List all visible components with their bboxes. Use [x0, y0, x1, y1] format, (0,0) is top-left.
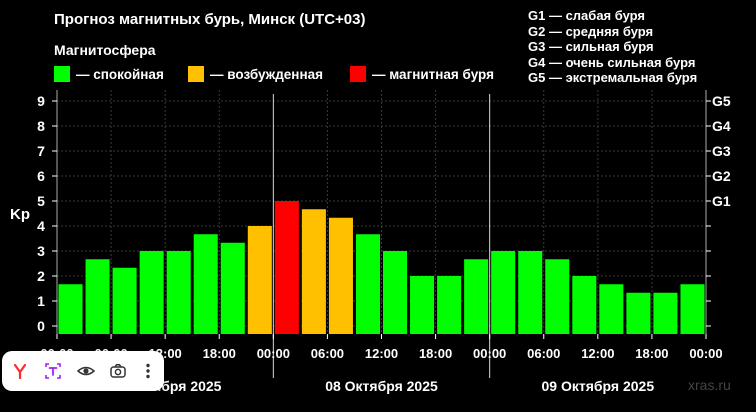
y-tick-label: 0: [37, 318, 45, 334]
bar-19: [572, 276, 597, 334]
bar-6: [220, 242, 245, 334]
bar-9: [301, 209, 326, 334]
bar-10: [328, 217, 353, 334]
x-tick-label: 18:00: [203, 346, 236, 361]
legend-item-active: — возбужденная: [188, 66, 323, 82]
more-vertical-icon[interactable]: [138, 361, 158, 381]
legend-heading: Магнитосфера: [54, 42, 156, 58]
bar-15: [464, 259, 489, 334]
legend-label-active: — возбужденная: [210, 66, 323, 82]
x-tick-label: 18:00: [635, 346, 668, 361]
storm-level-g3: G3 — сильная буря: [528, 39, 654, 55]
g-scale-label: G1: [712, 193, 731, 209]
x-tick-label: 00:00: [689, 346, 722, 361]
bar-0: [58, 284, 83, 334]
day-label: 08 Октября 2025: [325, 378, 438, 394]
bar-22: [653, 292, 678, 334]
bar-4: [166, 251, 191, 334]
x-tick-label: 06:00: [527, 346, 560, 361]
bar-21: [626, 292, 651, 334]
y-tick-label: 4: [37, 218, 45, 234]
bar-3: [139, 251, 164, 334]
y-tick-label: 9: [37, 93, 45, 109]
legend-swatch-active: [188, 66, 204, 82]
bar-5: [193, 234, 218, 334]
y-tick-label: 5: [37, 193, 45, 209]
y-tick-label: 1: [37, 293, 45, 309]
x-tick-label: 00:00: [257, 346, 290, 361]
bar-16: [491, 251, 516, 334]
g-scale-label: G4: [712, 118, 731, 134]
bar-23: [680, 284, 705, 334]
bar-7: [247, 226, 272, 334]
camera-lens-icon[interactable]: [108, 361, 128, 381]
legend-label-storm: — магнитная буря: [372, 66, 494, 82]
storm-level-legend: G1 — слабая буря G2 — средняя буря G3 — …: [528, 8, 697, 86]
x-tick-label: 00:00: [473, 346, 506, 361]
y-tick-label: 2: [37, 268, 45, 284]
eye-icon[interactable]: [76, 361, 96, 381]
bar-2: [112, 267, 137, 334]
x-tick-label: 12:00: [581, 346, 614, 361]
bar-14: [437, 276, 462, 334]
translate-icon[interactable]: [43, 361, 63, 381]
bar-18: [545, 259, 570, 334]
legend-label-quiet: — спокойная: [76, 66, 164, 82]
x-tick-label: 06:00: [311, 346, 344, 361]
bar-1: [85, 259, 110, 334]
day-label: 09 Октября 2025: [542, 378, 655, 394]
bar-11: [355, 234, 380, 334]
bar-13: [410, 276, 435, 334]
watermark: xras.ru: [688, 377, 731, 393]
y-tick-label: 3: [37, 243, 45, 259]
legend-item-storm: — магнитная буря: [350, 66, 494, 82]
g-scale-label: G3: [712, 143, 731, 159]
y-axis-title: Kp: [10, 206, 30, 223]
y-tick-label: 7: [37, 143, 45, 159]
storm-level-g5: G5 — экстремальная буря: [528, 70, 698, 86]
bar-12: [383, 251, 408, 334]
legend-swatch-quiet: [54, 66, 70, 82]
g-scale-label: G2: [712, 168, 731, 184]
legend-item-quiet: — спокойная: [54, 66, 164, 82]
y-tick-label: 6: [37, 168, 45, 184]
browser-floating-toolbar: [2, 351, 164, 391]
storm-level-g4: G4 — очень сильная буря: [528, 54, 696, 70]
legend-swatch-storm: [350, 66, 366, 82]
page-title: Прогноз магнитных бурь, Минск (UTC+03): [54, 11, 366, 28]
bar-17: [518, 251, 543, 334]
g-scale-label: G5: [712, 93, 731, 109]
bar-20: [599, 284, 624, 334]
storm-level-g2: G2 — средняя буря: [528, 23, 654, 39]
y-tick-label: 8: [37, 118, 45, 134]
storm-level-g1: G1 — слабая буря: [528, 8, 646, 23]
bar-8: [274, 201, 299, 334]
x-tick-label: 18:00: [419, 346, 452, 361]
x-tick-label: 12:00: [365, 346, 398, 361]
yandex-icon[interactable]: [10, 361, 30, 381]
